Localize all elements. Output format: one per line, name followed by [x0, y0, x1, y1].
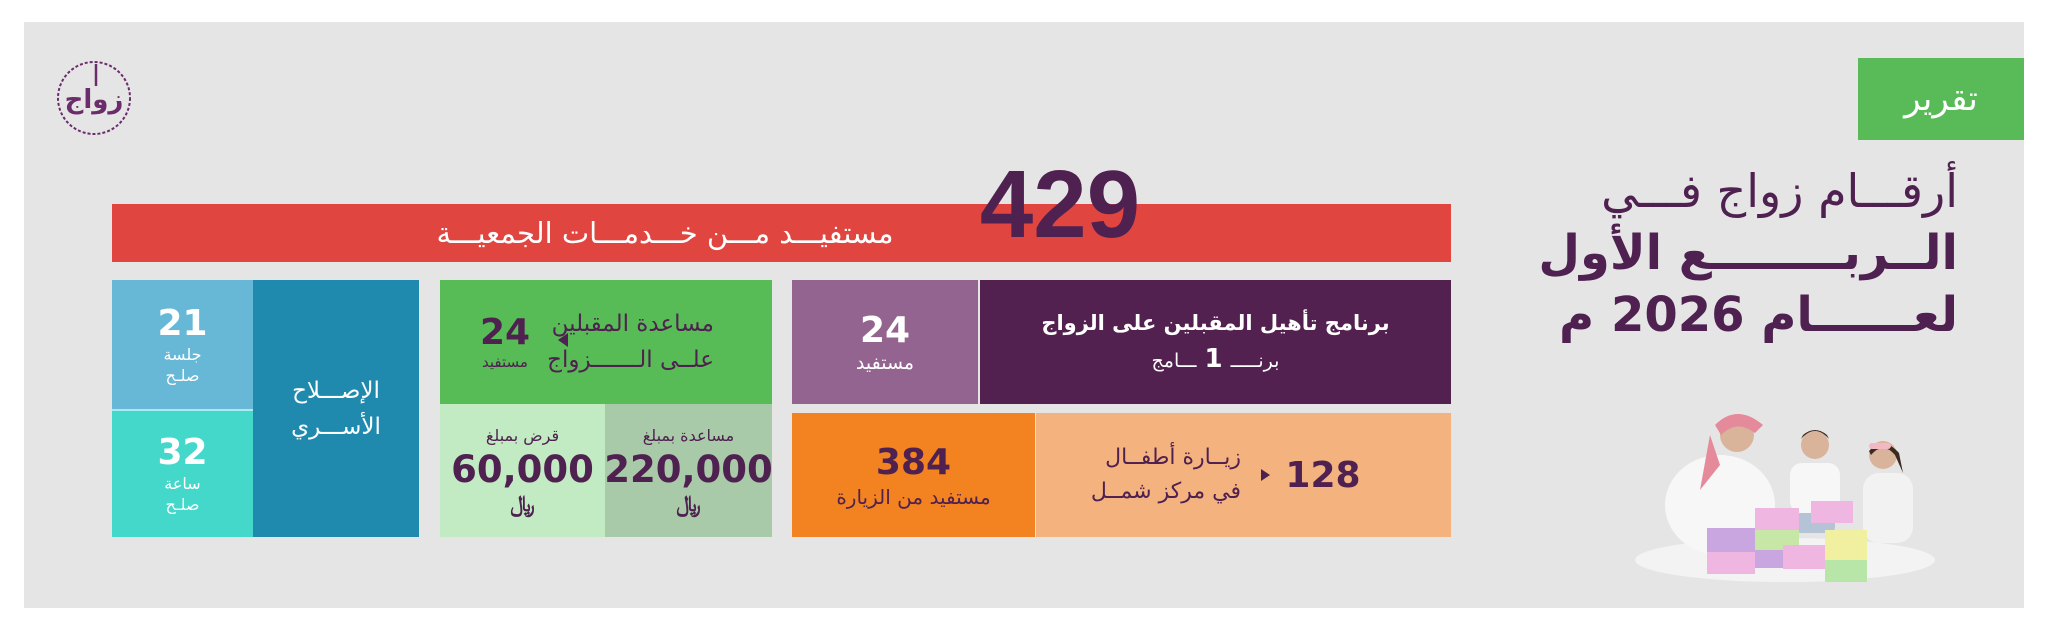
riyal-icon: ﷼: [510, 491, 535, 517]
logo-emblem-icon: زواج: [57, 61, 131, 135]
reconciliation-hours-card: 32 ساعة صلـح: [112, 411, 253, 537]
sessions-label-1: جلسة: [163, 345, 202, 364]
divider: [112, 409, 253, 411]
page-title: أرقـــام زواج فـــي الــربــــــــع الأو…: [1538, 160, 1958, 346]
hours-label-2: صلـح: [165, 495, 200, 514]
family-reconciliation-card: الإصـــلاح الأســـري: [253, 280, 419, 537]
aid-card: مساعدة بمبلغ 220,000 ﷼: [604, 404, 773, 537]
visit-beneficiaries-label: مستفيد من الزيارة: [836, 485, 991, 509]
visit-beneficiaries-card: 384 مستفيد من الزيارة: [792, 413, 1035, 537]
children-visit-card: زيــارة أطفــال في مركز شمــل 128: [1036, 413, 1451, 537]
marriage-aid-card: مساعدة المقبلين علــى الـــــــزواج 24 م…: [440, 280, 772, 404]
arrow-right-icon: [1261, 469, 1270, 481]
svg-text:زواج: زواج: [65, 85, 124, 115]
marriage-aid-count-label: مستفيد: [482, 353, 528, 371]
family-reconciliation-title-1: الإصـــلاح: [292, 377, 380, 404]
total-beneficiaries: 429: [979, 151, 1141, 258]
visit-beneficiaries-count: 384: [875, 442, 952, 483]
title-line-2: الــربــــــــع الأول: [1538, 225, 1958, 281]
program-count: 1: [1204, 344, 1223, 374]
riyal-icon: ﷼: [676, 491, 701, 517]
summary-label: مستفيـــد مـــن خـــدمـــات الجمعيـــة: [436, 216, 894, 250]
program-beneficiaries-card: 24 مستفيد: [792, 280, 978, 404]
children-visit-count: 128: [1285, 454, 1361, 496]
sessions-count: 21: [157, 303, 208, 344]
report-badge-label: تقرير: [1904, 79, 1978, 119]
arrow-left-icon: [558, 333, 568, 347]
program-beneficiaries-label: مستفيد: [855, 352, 915, 374]
title-line-3: لعــــــام 2026 م: [1559, 287, 1958, 343]
reconciliation-sessions-card: 21 جلسة صلـح: [112, 280, 253, 410]
hours-label-1: ساعة: [164, 474, 201, 493]
hours-count: 32: [157, 432, 208, 473]
program-beneficiaries-count: 24: [859, 310, 911, 351]
marriage-aid-beneficiaries: 24 مستفيد: [440, 280, 570, 404]
program-count-line: برنـــــ 1 ـــامج: [1152, 341, 1280, 379]
program-count-prefix: برنـــــ: [1230, 350, 1280, 372]
children-visit-title-2: في مركز شمــل: [1090, 479, 1241, 504]
marriage-aid-title-1: مساعدة المقبلين: [551, 311, 714, 337]
loan-amount: 60,000: [451, 447, 594, 491]
marriage-aid-count: 24: [479, 312, 531, 353]
aid-amount: 220,000: [604, 447, 773, 491]
marriage-program-title: برنامج تأهيل المقبلين على الزواج: [1041, 311, 1390, 335]
family-playing-blocks-image: [1635, 414, 1935, 582]
marriage-program-card: برنامج تأهيل المقبلين على الزواج برنــــ…: [980, 280, 1451, 404]
sessions-label-2: صلـح: [165, 366, 200, 385]
children-visit-title-1: زيــارة أطفــال: [1105, 445, 1241, 470]
children-visit-title: زيــارة أطفــال في مركز شمــل: [1091, 413, 1241, 537]
family-reconciliation-title-2: الأســـري: [291, 413, 381, 440]
report-badge: تقرير: [1858, 58, 2024, 140]
summary-bar: [112, 204, 1451, 262]
marriage-aid-title-2: علــى الـــــــزواج: [547, 347, 714, 373]
family-photo: [1625, 395, 1945, 585]
marriage-aid-title: مساعدة المقبلين علــى الـــــــزواج: [547, 280, 714, 404]
loan-card: قرض بمبلغ 60,000 ﷼: [440, 404, 605, 537]
program-count-suffix: ـــامج: [1151, 350, 1197, 372]
loan-label: قرض بمبلغ: [485, 425, 560, 445]
aid-label: مساعدة بمبلغ: [642, 425, 735, 445]
zawaj-logo: زواج: [52, 56, 136, 140]
title-line-1: أرقـــام زواج فـــي: [1601, 164, 1958, 218]
